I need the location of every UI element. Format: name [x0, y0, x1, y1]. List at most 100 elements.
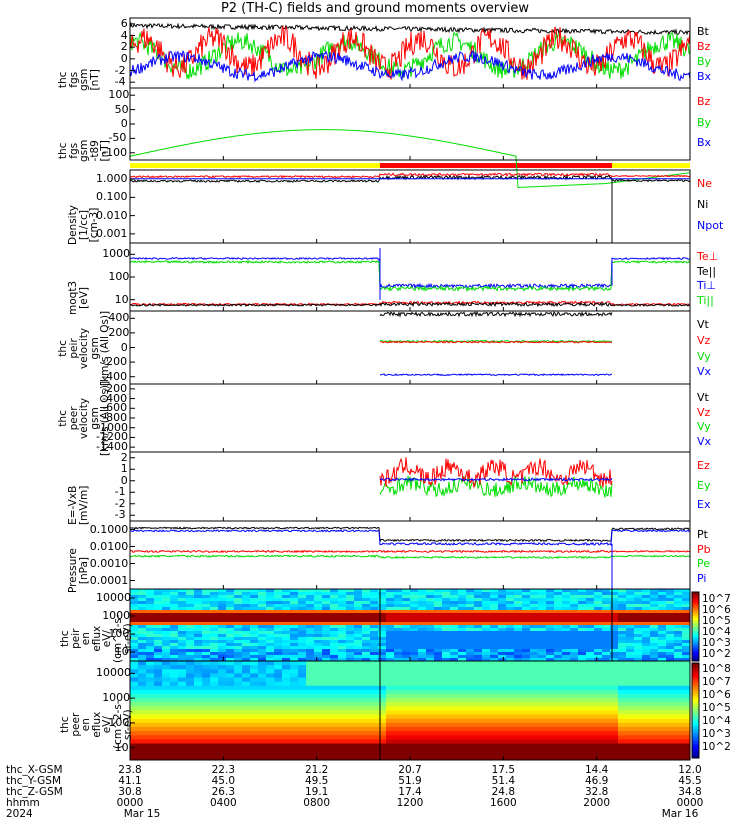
electron-spectrogram-cell: [498, 710, 507, 715]
ion-spectrogram-cell: [274, 625, 283, 629]
ion-spectrogram-cell: [466, 619, 475, 623]
electron-spectrogram-cell: [250, 747, 259, 753]
electron-spectrogram-cell: [642, 718, 651, 724]
electron-spectrogram-cell: [490, 747, 499, 753]
electron-spectrogram-cell: [306, 718, 315, 724]
ion-spectrogram-cell: [610, 625, 619, 629]
ion-spectrogram-cell: [490, 595, 499, 599]
electron-spectrogram-cell: [554, 755, 563, 761]
electron-spectrogram-cell: [194, 669, 203, 674]
electron-spectrogram-cell: [314, 739, 323, 744]
electron-spectrogram-cell: [634, 698, 643, 703]
ion-spectrogram-cell: [306, 592, 315, 596]
electron-spectrogram-cell: [506, 751, 515, 757]
electron-spectrogram-cell: [554, 677, 563, 682]
ion-spectrogram-cell: [322, 616, 331, 620]
ion-spectrogram-cell: [634, 634, 643, 638]
electron-spectrogram-cell: [266, 747, 275, 753]
electron-spectrogram-cell: [202, 727, 211, 732]
electron-spectrogram-cell: [330, 735, 339, 740]
electron-spectrogram-cell: [554, 702, 563, 707]
electron-spectrogram-cell: [402, 755, 411, 761]
electron-spectrogram-cell: [322, 751, 331, 757]
ion-spectrogram-cell: [618, 652, 627, 656]
ion-spectrogram-cell: [506, 634, 515, 638]
ion-spectrogram-cell: [578, 589, 587, 593]
ion-spectrogram-cell: [282, 628, 291, 632]
ion-spectrogram-cell: [618, 643, 627, 647]
ion-spectrogram-cell: [618, 589, 627, 593]
electron-spectrogram-cell: [346, 702, 355, 707]
ion-spectrogram-cell: [450, 595, 459, 599]
electron-spectrogram-cell: [218, 747, 227, 753]
electron-spectrogram-cell: [674, 735, 683, 740]
ion-spectrogram-cell: [594, 622, 603, 626]
ion-spectrogram-cell: [346, 640, 355, 644]
ion-spectrogram-cell: [554, 646, 563, 650]
ion-spectrogram-cell: [186, 601, 195, 605]
ion-spectrogram-cell: [634, 652, 643, 656]
electron-spectrogram-cell: [642, 673, 651, 678]
electron-spectrogram-cell: [658, 747, 667, 753]
ion-spectrogram-cell: [258, 598, 267, 602]
electron-spectrogram-cell: [458, 722, 467, 728]
electron-spectrogram-cell: [370, 735, 379, 740]
electron-spectrogram-cell: [290, 698, 299, 703]
ion-spectrogram-cell: [562, 640, 571, 644]
ion-spectrogram-cell: [210, 655, 219, 659]
electron-spectrogram-cell: [682, 743, 691, 748]
electron-spectrogram-cell: [610, 698, 619, 703]
ion-spectrogram-cell: [346, 628, 355, 632]
electron-spectrogram-cell: [282, 731, 291, 736]
electron-spectrogram-cell: [674, 685, 683, 691]
ion-spectrogram-cell: [138, 610, 147, 614]
electron-spectrogram-cell: [546, 702, 555, 707]
ion-spectrogram-cell: [458, 601, 467, 605]
electron-spectrogram-cell: [682, 747, 691, 753]
ion-spectrogram-cell: [138, 604, 147, 608]
ion-spectrogram-cell: [418, 595, 427, 599]
ion-spectrogram-cell: [402, 646, 411, 650]
electron-spectrogram-cell: [154, 747, 163, 753]
ion-spectrogram-cell: [570, 598, 579, 602]
ion-spectrogram-cell: [338, 631, 347, 635]
ion-spectrogram-cell: [506, 640, 515, 644]
ion-spectrogram-cell: [250, 637, 259, 641]
electron-spectrogram-cell: [266, 665, 275, 670]
electron-spectrogram-cell: [618, 685, 627, 691]
ion-spectrogram-cell: [370, 625, 379, 629]
electron-spectrogram-cell: [226, 681, 235, 687]
ion-spectrogram-cell: [418, 637, 427, 641]
ion-spectrogram-cell: [466, 625, 475, 629]
ion-spectrogram-cell: [378, 658, 387, 662]
ion-spectrogram-cell: [666, 649, 675, 653]
electron-spectrogram-cell: [658, 673, 667, 678]
ion-spectrogram-cell: [378, 604, 387, 608]
ion-spectrogram-cell: [338, 610, 347, 614]
electron-spectrogram-cell: [426, 669, 435, 674]
ion-spectrogram-cell: [250, 652, 259, 656]
electron-spectrogram-cell: [346, 669, 355, 674]
electron-spectrogram-cell: [538, 673, 547, 678]
electron-spectrogram-cell: [650, 735, 659, 740]
ion-spectrogram-cell: [554, 613, 563, 617]
electron-spectrogram-cell: [378, 706, 387, 711]
ion-spectrogram-cell: [602, 640, 611, 644]
electron-spectrogram-cell: [586, 681, 595, 687]
electron-spectrogram-cell: [378, 718, 387, 724]
ion-spectrogram-cell: [442, 643, 451, 647]
ion-spectrogram-cell: [298, 592, 307, 596]
electron-spectrogram-cell: [394, 661, 403, 666]
ion-spectrogram-cell: [226, 658, 235, 662]
ion-spectrogram-cell: [202, 655, 211, 659]
ion-spectrogram-cell: [530, 643, 539, 647]
ion-spectrogram-cell: [346, 613, 355, 617]
electron-spectrogram-cell: [466, 747, 475, 753]
electron-spectrogram-cell: [602, 702, 611, 707]
electron-spectrogram-cell: [290, 743, 299, 748]
electron-spectrogram-cell: [490, 718, 499, 724]
ion-spectrogram-cell: [450, 607, 459, 611]
ion-spectrogram-cell: [610, 631, 619, 635]
ion-spectrogram-cell: [498, 592, 507, 596]
ion-spectrogram-cell: [626, 613, 635, 617]
